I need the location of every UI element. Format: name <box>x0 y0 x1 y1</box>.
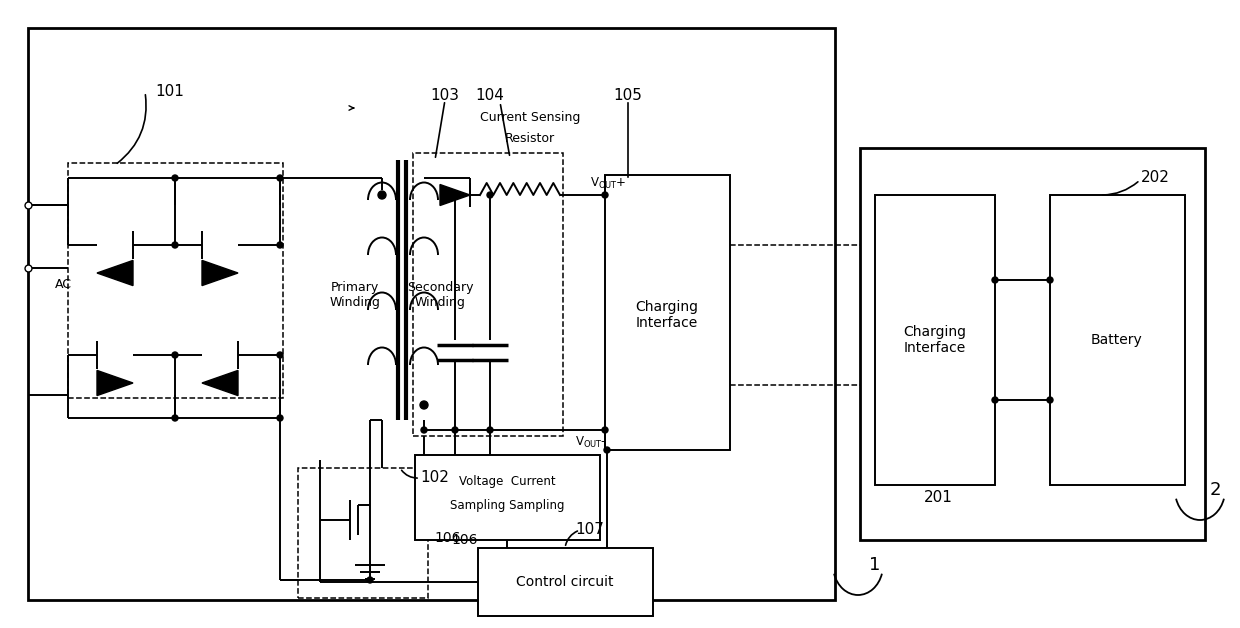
Text: Charging
Interface: Charging Interface <box>635 300 698 330</box>
Bar <box>477 548 653 616</box>
Text: 104: 104 <box>476 87 505 102</box>
Polygon shape <box>97 261 133 286</box>
Text: V$_{\rm OUT}$-: V$_{\rm OUT}$- <box>575 435 606 450</box>
Text: 1: 1 <box>869 556 880 574</box>
Circle shape <box>601 427 608 433</box>
Circle shape <box>601 192 608 198</box>
Circle shape <box>172 242 179 248</box>
Text: 2: 2 <box>1209 481 1220 499</box>
Bar <box>413 153 563 436</box>
Polygon shape <box>97 371 133 396</box>
Text: AC: AC <box>55 278 72 291</box>
Text: Battery: Battery <box>1091 333 1143 347</box>
Circle shape <box>422 427 427 433</box>
Text: Primary
Winding: Primary Winding <box>330 281 381 309</box>
Circle shape <box>277 352 283 358</box>
Circle shape <box>992 397 998 403</box>
Text: 106: 106 <box>435 531 465 545</box>
Polygon shape <box>202 371 238 396</box>
Text: Resistor: Resistor <box>505 131 556 144</box>
Circle shape <box>487 192 494 198</box>
Text: Charging
Interface: Charging Interface <box>904 325 966 355</box>
Bar <box>68 163 283 398</box>
Text: Secondary
Winding: Secondary Winding <box>407 281 474 309</box>
Text: 107: 107 <box>575 522 604 538</box>
Circle shape <box>277 175 283 181</box>
Text: 106: 106 <box>451 533 479 547</box>
Circle shape <box>992 277 998 283</box>
Circle shape <box>453 427 458 433</box>
Circle shape <box>453 192 458 198</box>
Circle shape <box>367 577 373 583</box>
Text: Current Sensing: Current Sensing <box>480 112 580 124</box>
Bar <box>29 28 835 600</box>
Circle shape <box>420 401 428 409</box>
Circle shape <box>172 415 179 421</box>
Circle shape <box>277 242 283 248</box>
Circle shape <box>1047 397 1053 403</box>
Text: 105: 105 <box>614 87 642 102</box>
Bar <box>605 175 730 450</box>
Polygon shape <box>440 185 470 205</box>
Circle shape <box>172 175 179 181</box>
Text: Sampling Sampling: Sampling Sampling <box>450 499 564 511</box>
Circle shape <box>277 415 283 421</box>
Polygon shape <box>202 261 238 286</box>
Circle shape <box>604 447 610 453</box>
Circle shape <box>172 352 179 358</box>
Text: 201: 201 <box>924 490 952 506</box>
Text: 101: 101 <box>155 85 185 99</box>
Circle shape <box>487 427 494 433</box>
Bar <box>861 148 1205 540</box>
Circle shape <box>1047 277 1053 283</box>
Text: 202: 202 <box>1141 170 1169 185</box>
Bar <box>415 455 600 540</box>
Text: V$_{\rm OUT}$+: V$_{\rm OUT}$+ <box>590 175 626 190</box>
Bar <box>1050 195 1185 485</box>
Circle shape <box>378 191 386 199</box>
Text: 102: 102 <box>420 470 449 485</box>
Text: 103: 103 <box>430 87 460 102</box>
Text: Voltage  Current: Voltage Current <box>459 475 556 489</box>
Bar <box>875 195 994 485</box>
Text: Control circuit: Control circuit <box>516 575 614 589</box>
Bar <box>298 468 428 598</box>
